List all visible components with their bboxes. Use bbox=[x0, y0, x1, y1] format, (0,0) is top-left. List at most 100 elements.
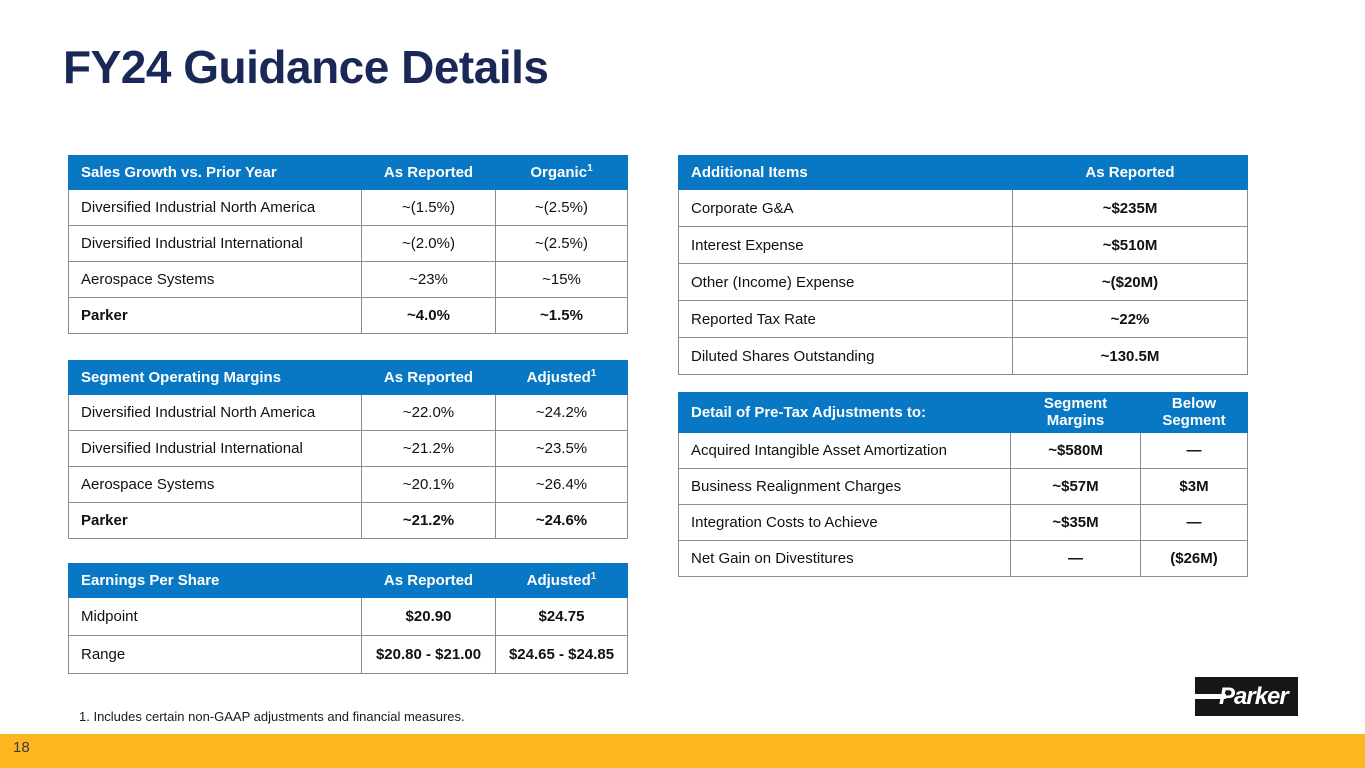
column-header: Detail of Pre-Tax Adjustments to: bbox=[678, 392, 1011, 433]
row-value: $3M bbox=[1140, 467, 1248, 505]
row-value: ~21.2% bbox=[361, 430, 496, 467]
table-row: Diversified Industrial International ~21.… bbox=[68, 430, 628, 467]
row-label: Diluted Shares Outstanding bbox=[678, 337, 1013, 375]
row-value: $20.80 - $21.00 bbox=[361, 635, 496, 674]
row-value: ~(2.0%) bbox=[361, 225, 496, 262]
table-row: Interest Expense ~$510M bbox=[678, 226, 1248, 264]
row-value: ~(2.5%) bbox=[495, 189, 628, 226]
row-value: ~$57M bbox=[1010, 467, 1141, 505]
row-value: $24.75 bbox=[495, 597, 628, 636]
row-value: ~$235M bbox=[1012, 189, 1248, 227]
column-header: As Reported bbox=[361, 360, 496, 395]
row-label: Other (Income) Expense bbox=[678, 263, 1013, 301]
row-value: ~($20M) bbox=[1012, 263, 1248, 301]
row-label: Aerospace Systems bbox=[68, 466, 362, 503]
table-row: Parker ~21.2% ~24.6% bbox=[68, 502, 628, 539]
header-row: Earnings Per Share As Reported Adjusted1 bbox=[68, 563, 628, 598]
header-row: Segment Operating Margins As Reported Adju… bbox=[68, 360, 628, 395]
row-label: Diversified Industrial International bbox=[68, 225, 362, 262]
row-value: ~(2.5%) bbox=[495, 225, 628, 262]
row-value: ~$35M bbox=[1010, 503, 1141, 541]
column-header: Adjusted1 bbox=[495, 563, 628, 598]
additional-items-table: Additional Items As Reported Corporate G&A… bbox=[678, 155, 1248, 375]
pretax-adjustments-table: Detail of Pre-Tax Adjustments to: Segment… bbox=[678, 392, 1248, 577]
row-label: Integration Costs to Achieve bbox=[678, 503, 1011, 541]
parker-logo: Parker bbox=[1195, 677, 1298, 716]
row-value: ~22% bbox=[1012, 300, 1248, 338]
logo-dash-icon bbox=[1195, 694, 1226, 699]
row-value: ~22.0% bbox=[361, 394, 496, 431]
header-row: Sales Growth vs. Prior Year As Reported Or… bbox=[68, 155, 628, 190]
table-row: Reported Tax Rate ~22% bbox=[678, 300, 1248, 338]
row-value: — bbox=[1140, 503, 1248, 541]
table-row: Corporate G&A ~$235M bbox=[678, 189, 1248, 227]
table-row: Diluted Shares Outstanding ~130.5M bbox=[678, 337, 1248, 375]
footnote-marker: 1 bbox=[590, 367, 597, 379]
row-value: — bbox=[1140, 431, 1248, 469]
table-row: Diversified Industrial North America ~(1.… bbox=[68, 189, 628, 226]
column-header: Earnings Per Share bbox=[68, 563, 362, 598]
row-value: — bbox=[1010, 539, 1141, 577]
table-row: Midpoint $20.90 $24.75 bbox=[68, 597, 628, 636]
column-header: As Reported bbox=[1012, 155, 1248, 190]
row-value: ~24.6% bbox=[495, 502, 628, 539]
table-row: Parker ~4.0% ~1.5% bbox=[68, 297, 628, 334]
table-row: Integration Costs to Achieve ~$35M — bbox=[678, 503, 1248, 541]
column-header: Organic1 bbox=[495, 155, 628, 190]
column-header: As Reported bbox=[361, 563, 496, 598]
row-label: Net Gain on Divestitures bbox=[678, 539, 1011, 577]
row-value: ~130.5M bbox=[1012, 337, 1248, 375]
footnote: 1. Includes certain non-GAAP adjustments… bbox=[79, 709, 465, 724]
row-value: ~23% bbox=[361, 261, 496, 298]
row-label: Aerospace Systems bbox=[68, 261, 362, 298]
row-label: Parker bbox=[68, 297, 362, 334]
row-label: Range bbox=[68, 635, 362, 674]
row-value: ~23.5% bbox=[495, 430, 628, 467]
row-label: Parker bbox=[68, 502, 362, 539]
row-label: Acquired Intangible Asset Amortization bbox=[678, 431, 1011, 469]
row-label: Diversified Industrial International bbox=[68, 430, 362, 467]
row-value: ~24.2% bbox=[495, 394, 628, 431]
row-label: Diversified Industrial North America bbox=[68, 189, 362, 226]
row-value: ~$580M bbox=[1010, 431, 1141, 469]
row-value: ~20.1% bbox=[361, 466, 496, 503]
row-label: Interest Expense bbox=[678, 226, 1013, 264]
earnings-per-share-table: Earnings Per Share As Reported Adjusted1 Mi… bbox=[68, 563, 628, 674]
row-label: Midpoint bbox=[68, 597, 362, 636]
column-header: Adjusted1 bbox=[495, 360, 628, 395]
row-value: $20.90 bbox=[361, 597, 496, 636]
table-row: Diversified Industrial International ~(2.… bbox=[68, 225, 628, 262]
footer-bar: 18 bbox=[0, 734, 1365, 768]
header-row: Detail of Pre-Tax Adjustments to: Segment… bbox=[678, 392, 1248, 433]
column-header: Additional Items bbox=[678, 155, 1013, 190]
slide-title: FY24 Guidance Details bbox=[63, 41, 549, 93]
column-header: Segment Margins bbox=[1010, 392, 1141, 433]
column-header: As Reported bbox=[361, 155, 496, 190]
row-value: $24.65 - $24.85 bbox=[495, 635, 628, 674]
row-value: ~15% bbox=[495, 261, 628, 298]
column-header: Segment Operating Margins bbox=[68, 360, 362, 395]
row-value: ~(1.5%) bbox=[361, 189, 496, 226]
column-header: Sales Growth vs. Prior Year bbox=[68, 155, 362, 190]
logo-text: Parker bbox=[1219, 683, 1289, 710]
table-row: Net Gain on Divestitures — ($26M) bbox=[678, 539, 1248, 577]
table-row: Other (Income) Expense ~($20M) bbox=[678, 263, 1248, 301]
footnote-marker: 1 bbox=[587, 162, 593, 174]
row-value: ~1.5% bbox=[495, 297, 628, 334]
row-label: Corporate G&A bbox=[678, 189, 1013, 227]
table-row: Aerospace Systems ~23% ~15% bbox=[68, 261, 628, 298]
row-value: ~4.0% bbox=[361, 297, 496, 334]
row-label: Diversified Industrial North America bbox=[68, 394, 362, 431]
segment-operating-margins-table: Segment Operating Margins As Reported Adju… bbox=[68, 360, 628, 539]
column-header: Below Segment bbox=[1140, 392, 1248, 433]
table-row: Aerospace Systems ~20.1% ~26.4% bbox=[68, 466, 628, 503]
table-row: Business Realignment Charges ~$57M $3M bbox=[678, 467, 1248, 505]
row-label: Business Realignment Charges bbox=[678, 467, 1011, 505]
footnote-marker: 1 bbox=[590, 570, 597, 582]
table-row: Diversified Industrial North America ~22.… bbox=[68, 394, 628, 431]
header-row: Additional Items As Reported bbox=[678, 155, 1248, 190]
sales-growth-table: Sales Growth vs. Prior Year As Reported Or… bbox=[68, 155, 628, 334]
row-value: ($26M) bbox=[1140, 539, 1248, 577]
row-label: Reported Tax Rate bbox=[678, 300, 1013, 338]
